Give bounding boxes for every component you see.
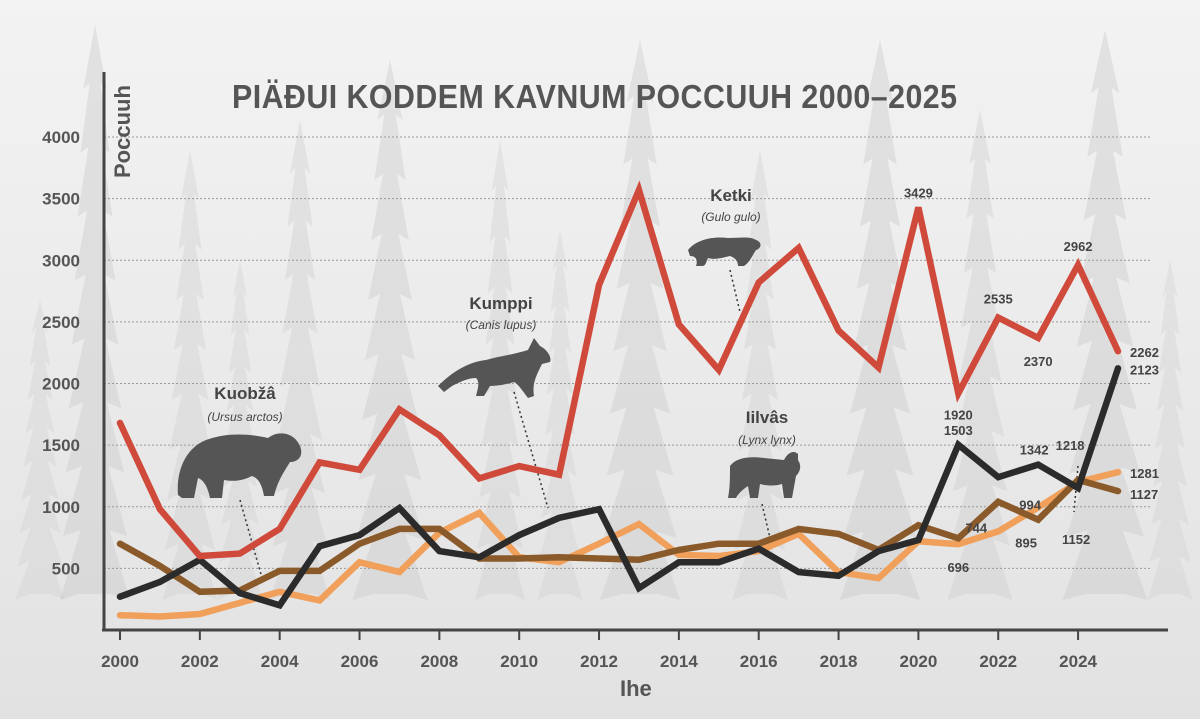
- bear-icon: [177, 433, 302, 498]
- x-tick-label: 2012: [580, 652, 618, 671]
- x-tick-label: 2016: [740, 652, 778, 671]
- lynx-name: Iilvâs: [745, 408, 789, 427]
- x-tick-label: 2014: [660, 652, 698, 671]
- y-tick-label: 2000: [42, 375, 80, 394]
- data-label: 3429: [904, 185, 933, 200]
- data-label: 2262: [1130, 345, 1159, 360]
- animal-silhouettes: [177, 237, 1079, 579]
- data-label: 1342: [1020, 443, 1049, 458]
- tree-silhouette: [537, 230, 583, 600]
- x-tick-label: 2000: [101, 652, 139, 671]
- tree-silhouette: [270, 120, 330, 600]
- data-label: 1127: [1130, 487, 1158, 502]
- wolverine-icon: [688, 237, 761, 266]
- y-tick-label: 4000: [42, 128, 80, 147]
- x-tick-label: 2008: [420, 652, 458, 671]
- x-tick-label: 2020: [899, 652, 937, 671]
- y-tick-label: 2500: [42, 313, 80, 332]
- tree-silhouette: [60, 25, 130, 600]
- wolf-latin: (Canis lupus): [465, 318, 537, 332]
- wolverine-leader-line: [729, 269, 741, 313]
- chart-title: PIÄÐUI KODDEM KAVNUM POCCUUH 2000–2025: [232, 78, 958, 115]
- wolverine-latin: (Gulo gulo): [701, 210, 761, 224]
- bear-name: Kuobžâ: [214, 384, 276, 403]
- wolf-icon: [438, 338, 551, 398]
- tree-silhouette: [600, 40, 680, 600]
- wolverine-name: Ketki: [710, 186, 752, 205]
- series-line-0: [116, 180, 1122, 560]
- x-tick-label: 2004: [261, 652, 299, 671]
- tree-silhouette: [217, 260, 263, 600]
- wolf-name: Kumppi: [469, 294, 533, 313]
- data-labels: 3429 1920 2535 2370 2962 2262 2123 1503 1342 1218…: [904, 185, 1159, 575]
- data-label: 1281: [1130, 466, 1159, 481]
- data-label: 994: [1019, 497, 1041, 512]
- data-label: 895: [1015, 536, 1037, 551]
- series-lines: [116, 180, 1122, 620]
- y-tick-label: 500: [52, 559, 80, 578]
- data-label: 2123: [1130, 362, 1159, 377]
- tree-silhouette: [732, 150, 788, 600]
- series-line-1: [116, 365, 1122, 610]
- y-tick-label: 1000: [42, 498, 80, 517]
- tree-silhouette: [352, 60, 428, 600]
- bear-latin: (Ursus arctos): [207, 410, 283, 424]
- data-label: 1503: [944, 423, 973, 438]
- x-tick-label: 2010: [500, 652, 538, 671]
- wolf-leader-line: [513, 391, 549, 509]
- data-label: 696: [947, 560, 969, 575]
- lynx-icon: [728, 452, 801, 498]
- lynx-latin: (Lynx lynx): [738, 433, 796, 447]
- data-label: 2535: [984, 292, 1013, 307]
- x-tick-label: 2018: [820, 652, 858, 671]
- y-tick-label: 3500: [42, 190, 80, 209]
- x-tick-label: 2002: [181, 652, 219, 671]
- tree-silhouette: [840, 40, 920, 600]
- y-tick-label: 3000: [42, 251, 80, 270]
- data-label: 1152: [1062, 532, 1090, 547]
- bear-leader-line: [239, 499, 263, 579]
- x-tick-label: 2024: [1059, 652, 1097, 671]
- y-axis-label: Poccuuh: [110, 85, 135, 178]
- y-tick-label: 1500: [42, 436, 80, 455]
- tree-silhouette: [1062, 30, 1148, 600]
- x-tick-label: 2022: [979, 652, 1017, 671]
- data-label: 1920: [944, 407, 973, 422]
- data-label: 744: [965, 520, 987, 535]
- tree-silhouette: [162, 150, 218, 600]
- lynx-leader-line: [761, 503, 771, 539]
- axes: 500 1000 1500 2000 2500 3000 3500 4000 2000 2002 2…: [42, 72, 1168, 671]
- tree-silhouette: [1147, 260, 1193, 600]
- tree-silhouette: [15, 300, 65, 600]
- data-label: 2370: [1024, 354, 1053, 369]
- data-label: 1218: [1056, 438, 1085, 453]
- series-line-2: [116, 476, 1122, 596]
- x-tick-label: 2006: [341, 652, 379, 671]
- x-axis-label: Ihe: [620, 676, 652, 701]
- data-label: 2962: [1064, 239, 1093, 254]
